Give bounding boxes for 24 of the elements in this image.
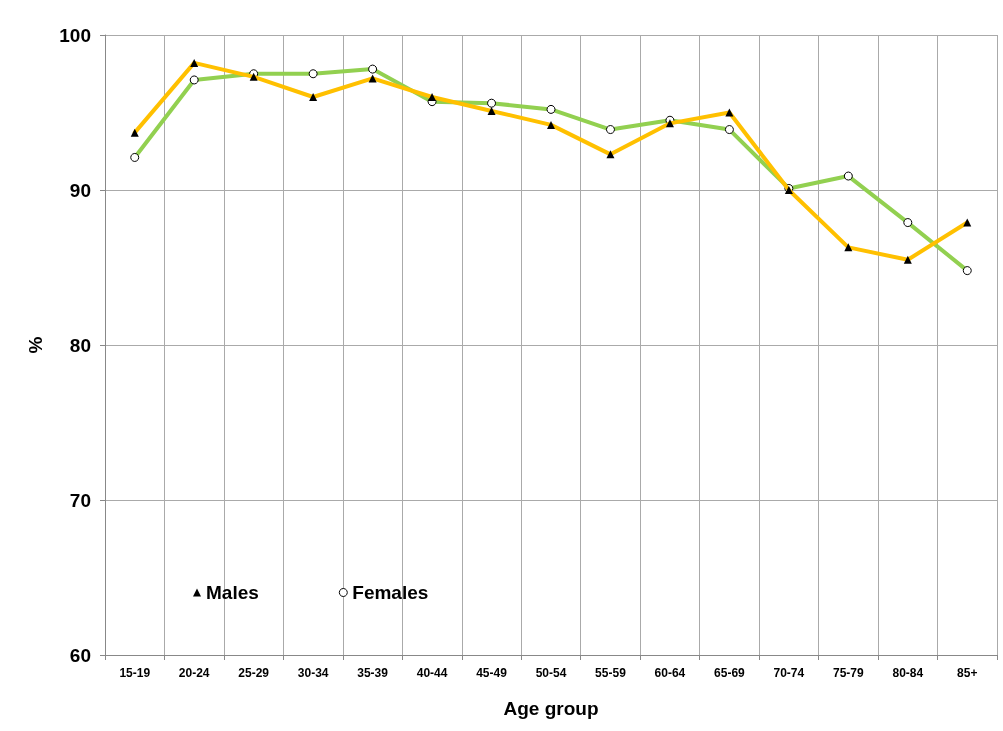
x-tick-label: 30-34	[297, 666, 329, 680]
x-tick-label: 40-44	[416, 666, 448, 680]
x-tick-label: 15-19	[119, 666, 151, 680]
x-tick-label: 80-84	[892, 666, 924, 680]
legend-label: Females	[352, 582, 429, 603]
y-tick-label: 60	[69, 644, 91, 666]
x-tick-label: 65-69	[714, 666, 746, 680]
y-tick-label: 70	[69, 489, 91, 511]
y-tick-label: 100	[59, 24, 91, 46]
x-tick-label: 85+	[957, 666, 978, 680]
x-tick-label: 70-74	[773, 666, 805, 680]
x-tick-label: 50-54	[535, 666, 567, 680]
x-tick-label: 20-24	[178, 666, 210, 680]
y-tick-label: 80	[69, 334, 91, 356]
x-tick-label: 60-64	[654, 666, 686, 680]
x-tick-label: 75-79	[832, 666, 864, 680]
y-axis-title: %	[25, 336, 46, 354]
x-tick-label: 55-59	[595, 666, 627, 680]
x-tick-label: 35-39	[357, 666, 389, 680]
y-tick-label: 90	[69, 179, 91, 201]
x-tick-label: 25-29	[238, 666, 270, 680]
x-tick-label: 45-49	[476, 666, 508, 680]
legend-label: Males	[206, 582, 259, 603]
x-axis-title: Age group	[503, 698, 599, 719]
